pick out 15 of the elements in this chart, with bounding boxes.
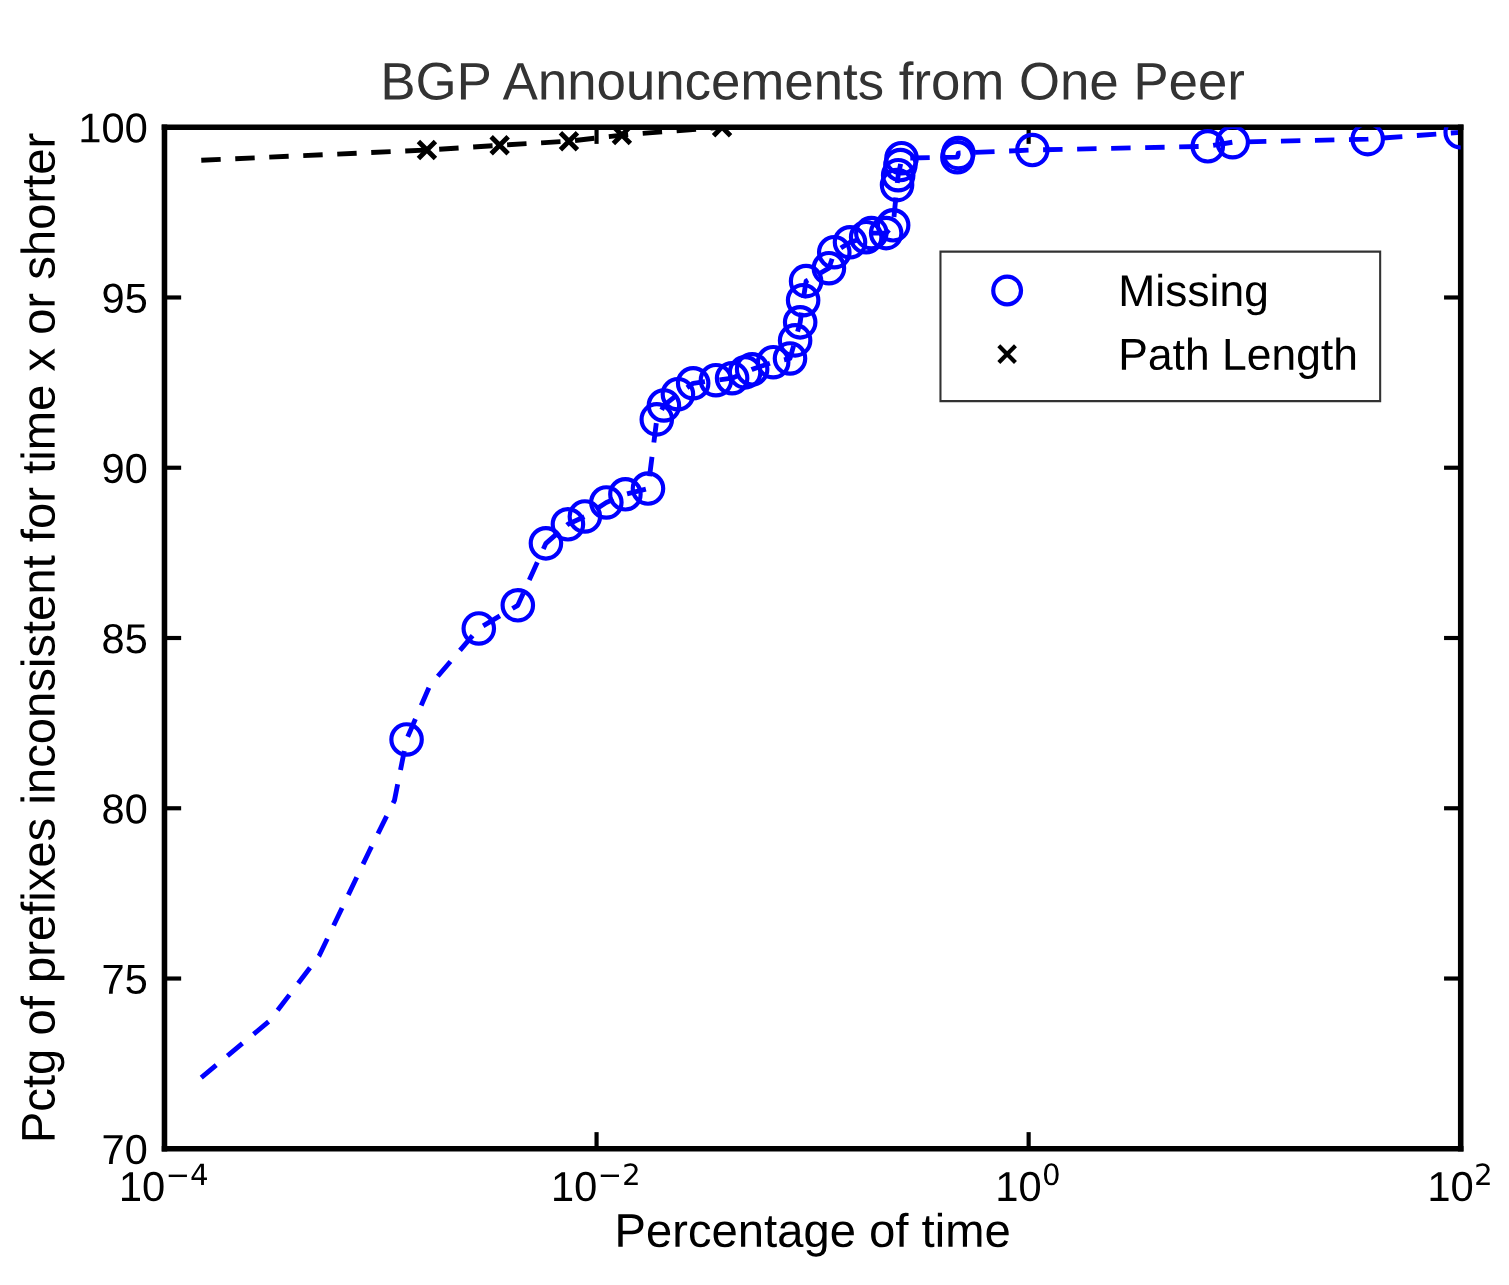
y-tick-label: 70	[103, 1134, 147, 1165]
x-axis-title: Percentage of time	[618, 1212, 1009, 1257]
y-axis-title: Pctg of prefixes inconsistent for time x or shorter	[20, 133, 65, 1140]
y-tick-label: 80	[103, 794, 147, 824]
legend-label: Path Length	[1121, 337, 1356, 379]
y-tick-label: 75	[103, 964, 147, 995]
chart-title: BGP Announcements from One Peer	[384, 61, 1244, 100]
x-tick-label: 10$^{0}$	[998, 1163, 1059, 1202]
x-tick-label: 10$^{−2}$	[554, 1163, 638, 1202]
legend-label: Missing	[1121, 273, 1267, 316]
x-tick-label: 10$^{2}$	[1430, 1163, 1490, 1202]
y-tick-label: 95	[103, 283, 147, 313]
y-tick-label: 100	[81, 113, 147, 143]
y-tick-label: 85	[103, 624, 147, 654]
y-tick-label: 90	[103, 453, 147, 484]
